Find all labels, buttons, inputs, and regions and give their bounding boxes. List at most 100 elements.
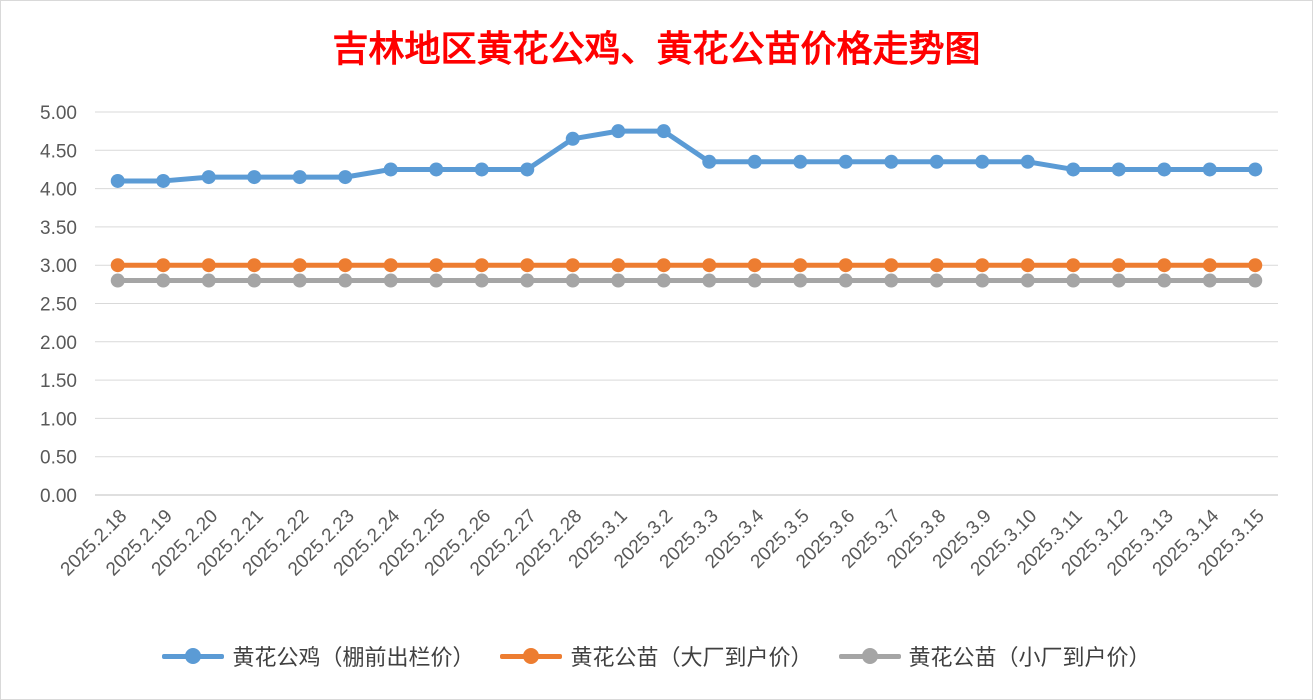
data-point[interactable] xyxy=(565,258,580,273)
series-1 xyxy=(110,258,1263,273)
data-point[interactable] xyxy=(656,258,671,273)
legend-item-chick-small[interactable]: 黄花公苗（小厂到户价） xyxy=(838,640,1151,672)
data-point[interactable] xyxy=(429,258,444,273)
data-point[interactable] xyxy=(338,273,353,288)
data-point[interactable] xyxy=(383,162,398,177)
y-tick-label: 1.00 xyxy=(40,409,77,430)
data-point[interactable] xyxy=(793,258,808,273)
data-point[interactable] xyxy=(884,273,899,288)
legend-marker xyxy=(185,648,202,664)
data-point[interactable] xyxy=(747,273,762,288)
data-point[interactable] xyxy=(383,273,398,288)
legend-swatch-chick-small xyxy=(838,646,901,666)
data-point[interactable] xyxy=(292,273,307,288)
data-point[interactable] xyxy=(1111,273,1126,288)
legend-swatch-chick-large xyxy=(500,646,563,666)
data-point[interactable] xyxy=(793,273,808,288)
data-point[interactable] xyxy=(611,258,626,273)
data-point[interactable] xyxy=(110,173,125,188)
series-0 xyxy=(110,124,1263,188)
data-point[interactable] xyxy=(156,258,171,273)
legend-label: 黄花公鸡（棚前出栏价） xyxy=(232,646,475,671)
y-tick-label: 2.50 xyxy=(40,295,77,316)
data-point[interactable] xyxy=(292,170,307,185)
data-point[interactable] xyxy=(247,258,262,273)
data-point[interactable] xyxy=(474,258,489,273)
data-point[interactable] xyxy=(383,258,398,273)
data-point[interactable] xyxy=(520,162,535,177)
data-point[interactable] xyxy=(1020,273,1035,288)
data-point[interactable] xyxy=(1066,273,1081,288)
data-point[interactable] xyxy=(1111,258,1126,273)
data-point[interactable] xyxy=(929,258,944,273)
data-point[interactable] xyxy=(611,124,626,139)
legend-item-chick-large[interactable]: 黄花公苗（大厂到户价） xyxy=(500,640,813,672)
legend-item-rooster[interactable]: 黄花公鸡（棚前出栏价） xyxy=(162,640,474,672)
data-point[interactable] xyxy=(884,154,899,169)
y-tick-label: 5.00 xyxy=(40,103,77,124)
data-point[interactable] xyxy=(201,170,216,185)
data-point[interactable] xyxy=(1111,162,1126,177)
data-point[interactable] xyxy=(156,273,171,288)
series-line xyxy=(115,128,1258,184)
data-point[interactable] xyxy=(747,154,762,169)
data-point[interactable] xyxy=(1248,258,1263,273)
legend: 黄花公鸡（棚前出栏价） 黄花公苗（大厂到户价） 黄花公苗（小厂到户价） xyxy=(0,636,1313,676)
legend-swatch-rooster xyxy=(162,646,225,666)
data-point[interactable] xyxy=(110,258,125,273)
y-tick-label: 4.00 xyxy=(40,180,77,201)
data-point[interactable] xyxy=(429,273,444,288)
data-point[interactable] xyxy=(838,154,853,169)
data-point[interactable] xyxy=(611,273,626,288)
data-point[interactable] xyxy=(338,170,353,185)
data-point[interactable] xyxy=(1020,154,1035,169)
data-point[interactable] xyxy=(884,258,899,273)
data-point[interactable] xyxy=(1020,258,1035,273)
series-2 xyxy=(110,273,1263,288)
data-point[interactable] xyxy=(338,258,353,273)
data-point[interactable] xyxy=(656,124,671,139)
data-point[interactable] xyxy=(156,173,171,188)
data-point[interactable] xyxy=(1157,258,1172,273)
data-point[interactable] xyxy=(247,273,262,288)
data-point[interactable] xyxy=(838,273,853,288)
data-point[interactable] xyxy=(474,162,489,177)
data-point[interactable] xyxy=(520,273,535,288)
data-point[interactable] xyxy=(1202,258,1217,273)
data-point[interactable] xyxy=(838,258,853,273)
data-point[interactable] xyxy=(247,170,262,185)
data-point[interactable] xyxy=(1202,273,1217,288)
data-point[interactable] xyxy=(929,154,944,169)
data-point[interactable] xyxy=(702,154,717,169)
data-point[interactable] xyxy=(747,258,762,273)
data-point[interactable] xyxy=(474,273,489,288)
data-point[interactable] xyxy=(793,154,808,169)
data-point[interactable] xyxy=(975,258,990,273)
data-point[interactable] xyxy=(975,273,990,288)
data-point[interactable] xyxy=(1157,162,1172,177)
data-point[interactable] xyxy=(1202,162,1217,177)
data-point[interactable] xyxy=(1066,258,1081,273)
data-point[interactable] xyxy=(110,273,125,288)
data-point[interactable] xyxy=(1157,273,1172,288)
data-point[interactable] xyxy=(702,258,717,273)
data-point[interactable] xyxy=(565,131,580,146)
y-tick-label: 0.50 xyxy=(40,448,77,469)
data-point[interactable] xyxy=(929,273,944,288)
data-point[interactable] xyxy=(429,162,444,177)
y-tick-label: 1.50 xyxy=(40,371,77,392)
data-point[interactable] xyxy=(1248,162,1263,177)
data-point[interactable] xyxy=(201,273,216,288)
data-point[interactable] xyxy=(1066,162,1081,177)
data-point[interactable] xyxy=(1248,273,1263,288)
data-point[interactable] xyxy=(702,273,717,288)
y-tick-label: 4.50 xyxy=(40,141,77,162)
x-axis-ticks: 2025.2.182025.2.192025.2.202025.2.212025… xyxy=(57,505,1269,580)
data-point[interactable] xyxy=(975,154,990,169)
data-point[interactable] xyxy=(520,258,535,273)
data-point[interactable] xyxy=(292,258,307,273)
data-point[interactable] xyxy=(201,258,216,273)
data-point[interactable] xyxy=(656,273,671,288)
data-point[interactable] xyxy=(565,273,580,288)
